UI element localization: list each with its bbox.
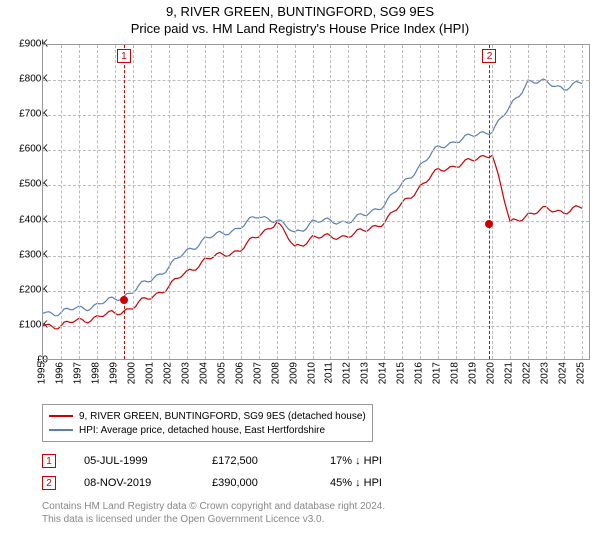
legend-row: 9, RIVER GREEN, BUNTINGFORD, SG9 9ES (de… xyxy=(49,409,366,423)
marker-box-1: 1 xyxy=(117,49,131,63)
x-tick-label: 2018 xyxy=(450,362,461,384)
x-tick-label: 1998 xyxy=(90,362,101,384)
x-tick-label: 2012 xyxy=(342,362,353,384)
chart-container: 9, RIVER GREEN, BUNTINGFORD, SG9 9ES Pri… xyxy=(0,0,600,560)
legend-label: 9, RIVER GREEN, BUNTINGFORD, SG9 9ES (de… xyxy=(79,411,366,422)
footer-line-2: This data is licensed under the Open Gov… xyxy=(42,513,385,526)
x-tick-label: 2002 xyxy=(162,362,173,384)
price-dot-1 xyxy=(120,296,128,304)
x-tick-label: 2017 xyxy=(432,362,443,384)
legend: 9, RIVER GREEN, BUNTINGFORD, SG9 9ES (de… xyxy=(42,404,373,442)
event-pct: 17% ↓ HPI xyxy=(330,455,382,467)
x-tick-label: 2022 xyxy=(522,362,533,384)
event-price: £390,000 xyxy=(212,477,302,489)
event-row: 2 08-NOV-2019 £390,000 45% ↓ HPI xyxy=(42,472,382,494)
event-marker-box: 1 xyxy=(42,454,56,468)
event-pct: 45% ↓ HPI xyxy=(330,477,382,489)
x-tick-label: 2023 xyxy=(540,362,551,384)
x-tick-label: 2014 xyxy=(378,362,389,384)
x-tick-label: 2005 xyxy=(216,362,227,384)
marker-box-2: 2 xyxy=(482,49,496,63)
footer: Contains HM Land Registry data © Crown c… xyxy=(42,500,385,526)
address-title: 9, RIVER GREEN, BUNTINGFORD, SG9 9ES xyxy=(0,4,600,19)
legend-swatch xyxy=(49,429,73,431)
x-tick-label: 2020 xyxy=(486,362,497,384)
x-tick-label: 1996 xyxy=(54,362,65,384)
x-tick-label: 1995 xyxy=(37,362,48,384)
legend-swatch xyxy=(49,415,73,417)
legend-label: HPI: Average price, detached house, East… xyxy=(79,425,325,436)
event-date: 08-NOV-2019 xyxy=(84,477,184,489)
price-dot-2 xyxy=(485,220,493,228)
events-table: 1 05-JUL-1999 £172,500 17% ↓ HPI 2 08-NOV-201… xyxy=(42,450,382,494)
x-tick-label: 2006 xyxy=(234,362,245,384)
subtitle: Price paid vs. HM Land Registry's House … xyxy=(0,21,600,36)
x-tick-label: 1997 xyxy=(72,362,83,384)
x-tick-label: 2013 xyxy=(360,362,371,384)
x-tick-label: 2019 xyxy=(468,362,479,384)
x-tick-label: 2000 xyxy=(126,362,137,384)
x-tick-label: 2025 xyxy=(576,362,587,384)
x-tick-label: 2010 xyxy=(306,362,317,384)
chart-area: 12 xyxy=(42,44,590,360)
x-tick-label: 2003 xyxy=(180,362,191,384)
x-tick-label: 2015 xyxy=(396,362,407,384)
x-tick-label: 2011 xyxy=(324,362,335,384)
legend-row: HPI: Average price, detached house, East… xyxy=(49,423,366,437)
x-tick-label: 2021 xyxy=(504,362,515,384)
x-tick-label: 2016 xyxy=(414,362,425,384)
x-axis-labels: 1995199619971998199920002001200220032004… xyxy=(42,362,590,402)
line-series-svg xyxy=(43,45,591,361)
x-tick-label: 2008 xyxy=(270,362,281,384)
x-tick-label: 2009 xyxy=(288,362,299,384)
x-tick-label: 2004 xyxy=(198,362,209,384)
event-marker-box: 2 xyxy=(42,476,56,490)
marker-line-1 xyxy=(124,45,125,359)
x-tick-label: 2007 xyxy=(252,362,263,384)
event-price: £172,500 xyxy=(212,455,302,467)
marker-line-2 xyxy=(489,45,490,359)
x-tick-label: 2001 xyxy=(144,362,155,384)
event-date: 05-JUL-1999 xyxy=(84,455,184,467)
plot-area: 12 xyxy=(42,44,590,360)
event-row: 1 05-JUL-1999 £172,500 17% ↓ HPI xyxy=(42,450,382,472)
footer-line-1: Contains HM Land Registry data © Crown c… xyxy=(42,500,385,513)
x-tick-label: 1999 xyxy=(108,362,119,384)
title-block: 9, RIVER GREEN, BUNTINGFORD, SG9 9ES Pri… xyxy=(0,0,600,36)
x-tick-label: 2024 xyxy=(558,362,569,384)
